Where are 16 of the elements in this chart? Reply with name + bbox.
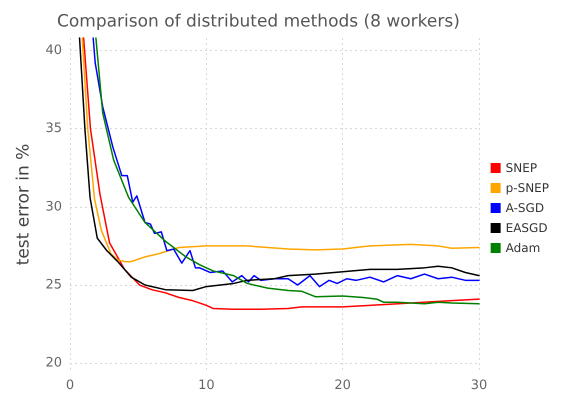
y-tick-label: 40 [45, 43, 62, 58]
chart-title: Comparison of distributed methods (8 workers) [57, 12, 460, 32]
legend-label: A-SGD [506, 201, 544, 215]
legend-label: p-SNEP [506, 181, 549, 195]
y-tick-label: 35 [45, 121, 62, 136]
y-axis-title: test error in % [14, 144, 34, 266]
x-tick-label: 30 [470, 378, 488, 393]
legend-label: EASGD [506, 221, 548, 235]
y-tick-label: 25 [45, 278, 62, 293]
x-tick-label: 20 [334, 378, 351, 393]
y-tick-label: 30 [45, 199, 62, 214]
x-tick-label: 10 [198, 378, 215, 393]
y-tick-label: 20 [45, 356, 62, 371]
x-tick-label: 0 [66, 378, 74, 393]
legend-label: Adam [506, 241, 540, 255]
legend-label: SNEP [506, 161, 538, 175]
